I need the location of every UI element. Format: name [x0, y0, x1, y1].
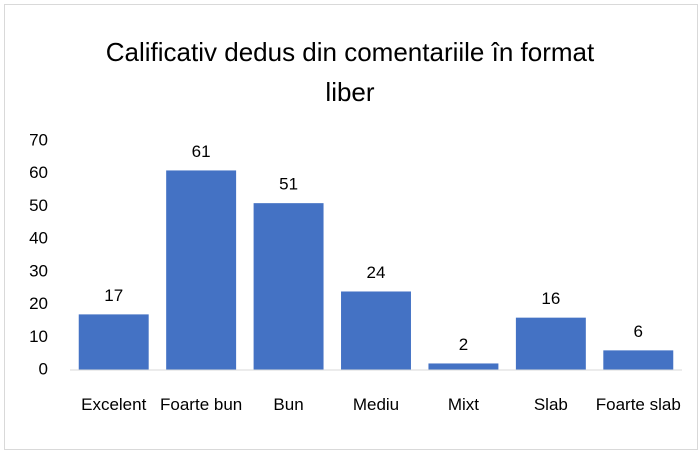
y-tick-label: 70	[29, 130, 48, 149]
x-tick-label: Foarte bun	[160, 395, 243, 414]
data-label: 16	[541, 289, 560, 308]
x-tick-label: Bun	[273, 395, 304, 414]
data-label: 24	[367, 263, 386, 282]
x-tick-label: Excelent	[81, 395, 147, 414]
data-label: 51	[279, 175, 298, 194]
bar	[428, 363, 499, 370]
bar	[341, 291, 411, 370]
y-tick-label: 60	[29, 163, 48, 182]
y-tick-label: 10	[29, 327, 48, 346]
data-label: 2	[459, 335, 468, 354]
bar	[78, 314, 149, 370]
x-tick-label: Slab	[533, 395, 568, 414]
y-tick-label: 30	[29, 261, 48, 280]
chart-frame	[4, 4, 698, 450]
y-tick-label: 20	[29, 294, 48, 313]
data-label: 17	[104, 286, 123, 305]
x-tick-label: Foarte slab	[595, 395, 681, 414]
bar	[515, 317, 586, 370]
data-label: 61	[192, 142, 211, 161]
data-label: 6	[634, 322, 643, 341]
x-tick-label: Mediu	[352, 395, 400, 414]
bar	[166, 170, 237, 370]
y-tick-label: 50	[29, 196, 48, 215]
y-tick-label: 40	[29, 229, 48, 248]
x-tick-label: Mixt	[447, 395, 479, 414]
bar	[253, 203, 324, 370]
y-tick-label: 0	[39, 359, 48, 378]
chart-title: Calificativ dedus din comentariile în fo…	[105, 37, 595, 107]
bar	[603, 350, 674, 370]
